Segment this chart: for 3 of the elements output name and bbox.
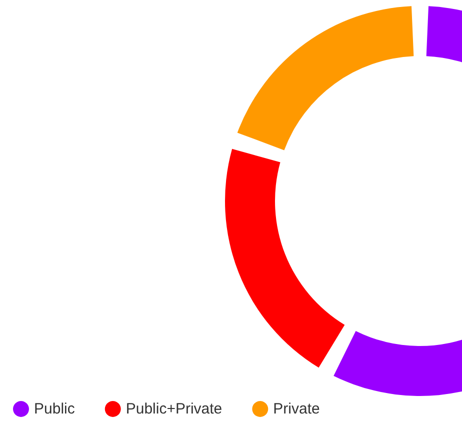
- legend-label: Public: [34, 400, 76, 418]
- legend-label: Private: [273, 400, 320, 418]
- legend-label: Public+Private: [126, 400, 222, 418]
